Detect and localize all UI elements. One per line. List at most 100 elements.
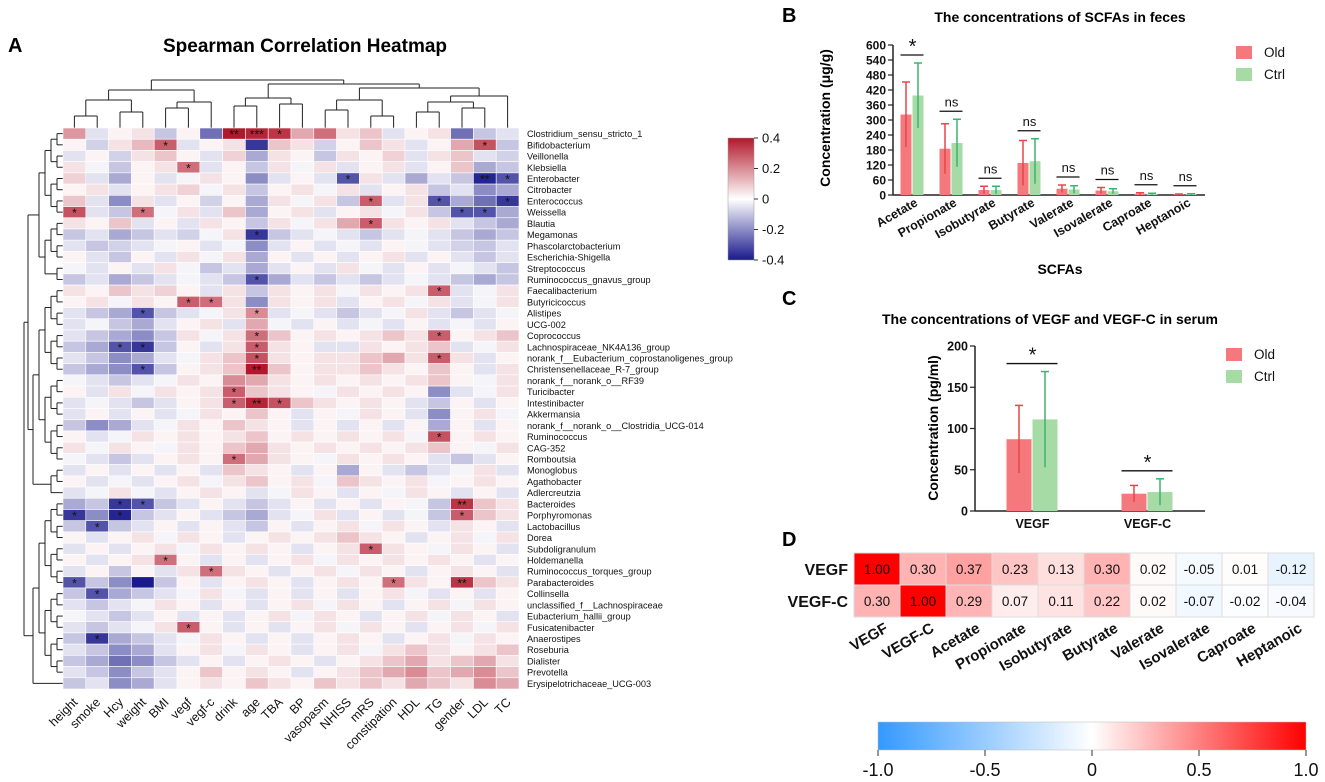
colorbar-tick-label: 1.0 [1293,760,1318,780]
heatmap-cell [404,396,429,409]
heatmap-cell [427,643,451,656]
heatmap-cell [336,206,360,219]
heatmap-cell [427,453,451,465]
heatmap-row-label: Ruminococcus [527,432,588,442]
heatmap-cell [450,677,474,690]
y-tick-label: 50 [954,463,968,477]
heatmap-cell [108,161,132,174]
significance-marker: *** [250,128,264,142]
heatmap-cell [176,363,201,376]
heatmap-cell [222,542,246,555]
correlation-value: 0.23 [1002,562,1028,577]
heatmap-cell [313,284,337,297]
correlation-value: -0.07 [1184,594,1215,609]
vegf-chart-title: The concentrations of VEGF and VEGF-C in… [882,311,1218,327]
heatmap-cell [108,419,132,432]
correlation-cell [991,584,1039,618]
heatmap-cell [404,340,429,353]
heatmap-cell [176,587,201,600]
heatmap-cell [245,183,269,196]
heatmap-cell [290,419,315,432]
correlation-row-labels: VEGF VEGF-C [788,562,849,611]
heatmap-cell [222,666,246,679]
heatmap-cell [222,677,246,690]
heatmap-cell [290,273,315,286]
heatmap-cell [108,273,132,286]
heatmap-cell [450,385,474,398]
heatmap-cell [245,161,269,174]
heatmap-cell [495,565,520,578]
heatmap-cell [336,374,360,387]
heatmap-cell [290,554,315,566]
heatmap-cell [450,598,474,611]
heatmap-cell [222,486,246,499]
heatmap-cell [495,138,520,151]
correlation-value: -0.02 [1230,594,1261,609]
heatmap-cell [450,127,474,140]
correlation-value: 0.11 [1048,594,1073,609]
heatmap-row-label: Phascolarctobacterium [527,241,621,251]
correlation-value: 0.30 [1094,562,1120,577]
correlation-value: 0.02 [1140,562,1166,577]
heatmap-cell [313,228,337,241]
vegf-y-axis-label: Concentration (pg/ml) [925,355,941,500]
heatmap-cell [495,307,520,320]
heatmap-cell [153,509,178,522]
heatmap-cell [199,150,223,162]
heatmap-cell [313,430,337,443]
legend-swatch [1236,68,1252,81]
heatmap-cell [108,262,132,275]
heatmap-cell [473,251,497,263]
heatmap-cell [222,598,246,611]
heatmap-cell [381,497,406,510]
heatmap-cell [495,374,520,387]
colorbar-tick-label: 0.2 [762,161,780,176]
heatmap-cell [495,228,520,241]
heatmap-cell [336,318,360,331]
heatmap-cell [108,587,132,600]
heatmap-cell [359,307,383,320]
significance-marker: * [186,621,191,635]
heatmap-cell [290,441,315,454]
heatmap-cell [62,340,87,353]
heatmap-cell [359,295,383,308]
heatmap-cell [108,396,132,409]
heatmap-cell [404,284,429,297]
heatmap-cell [381,453,406,465]
correlation-value: -0.04 [1276,594,1307,609]
heatmap-cell [336,251,360,263]
heatmap-cell [199,161,223,174]
y-tick-label: 150 [947,381,968,395]
heatmap-cell [381,251,406,263]
heatmap-row-label: UCG-002 [527,320,566,330]
heatmap-cell [222,419,246,432]
heatmap-cells [62,127,520,690]
heatmap-cell [108,183,132,196]
heatmap-cell [176,150,201,162]
heatmap-cell [153,329,178,342]
heatmap-cell [404,610,429,622]
heatmap-cell [359,576,383,589]
significance-label: ns [1101,163,1115,178]
heatmap-cell [267,239,292,252]
heatmap-cell [85,464,109,477]
heatmap-cell [313,363,337,376]
heatmap-cell [495,150,520,162]
heatmap-cell [62,239,87,252]
heatmap-cell [131,598,155,611]
heatmap-cell [427,655,451,667]
heatmap-cell [85,408,109,421]
heatmap-cell [267,598,292,611]
heatmap-cell [245,666,269,679]
heatmap-cell [450,138,474,151]
heatmap-cell [222,509,246,522]
heatmap-cell [153,161,178,174]
heatmap-cell [473,666,497,679]
heatmap-cell [85,509,109,522]
heatmap-cell [381,195,406,207]
heatmap-cell [267,374,292,387]
heatmap-cell [336,329,360,342]
heatmap-cell [336,610,360,622]
heatmap-cell [176,475,201,488]
heatmap-cell [199,632,223,645]
